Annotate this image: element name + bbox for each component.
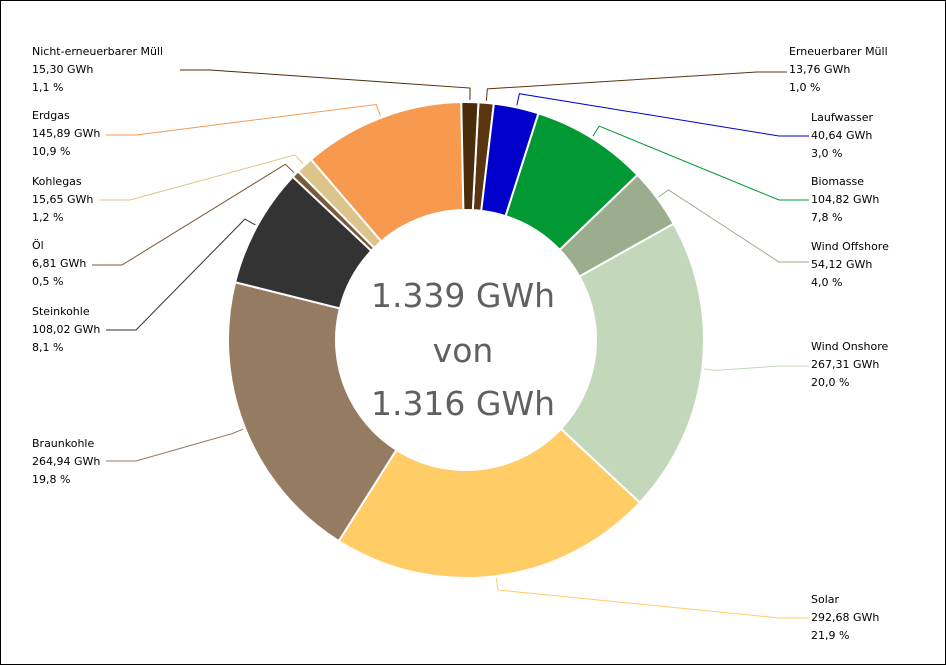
label-percent-wind-offshore: 4,0 % — [811, 276, 842, 289]
label-percent-steinkohle: 8,1 % — [32, 341, 63, 354]
label-percent-solar: 21,9 % — [811, 629, 849, 642]
label-name-braunkohle: Braunkohle — [32, 437, 94, 450]
label-name-laufwasser: Laufwasser — [811, 111, 873, 124]
label-percent-oel: 0,5 % — [32, 275, 63, 288]
slice-nicht-erneuerbarer-muell — [460, 101, 480, 212]
label-percent-laufwasser: 3,0 % — [811, 147, 842, 160]
label-percent-biomasse: 7,8 % — [811, 211, 842, 224]
leader-solar — [495, 578, 809, 619]
slice-labels: Erneuerbarer Müll 13,76 GWh 1,0 % Laufwasse… — [32, 45, 889, 642]
label-percent-braunkohle: 19,8 % — [32, 473, 70, 486]
leader-nicht-erneuerbarer-muell — [180, 69, 471, 101]
center-total: 1.339 GWh — [371, 276, 555, 315]
label-value-erneuerbarer-muell: 13,76 GWh — [789, 63, 850, 76]
leader-kohlegas — [100, 154, 304, 201]
center-von: von — [433, 331, 494, 370]
slice-solar — [337, 427, 642, 579]
label-value-solar: 292,68 GWh — [811, 611, 879, 624]
leader-biomasse — [592, 125, 809, 201]
label-name-erdgas: Erdgas — [32, 109, 70, 122]
label-name-erneuerbarer-muell: Erneuerbarer Müll — [789, 45, 888, 58]
label-value-oel: 6,81 GWh — [32, 257, 86, 270]
label-value-kohlegas: 15,65 GWh — [32, 193, 93, 206]
label-percent-erneuerbarer-muell: 1,0 % — [789, 81, 820, 94]
label-percent-wind-onshore: 20,0 % — [811, 376, 849, 389]
leader-wind-onshore — [704, 365, 809, 371]
label-name-kohlegas: Kohlegas — [32, 175, 82, 188]
label-value-erdgas: 145,89 GWh — [32, 127, 100, 140]
label-value-laufwasser: 40,64 GWh — [811, 129, 872, 142]
label-value-braunkohle: 264,94 GWh — [32, 455, 100, 468]
label-name-nicht-erneuerbarer-muell: Nicht-erneuerbarer Müll — [32, 45, 163, 58]
label-name-biomasse: Biomasse — [811, 175, 864, 188]
label-percent-nicht-erneuerbarer-muell: 1,1 % — [32, 81, 63, 94]
label-name-wind-onshore: Wind Onshore — [811, 340, 888, 353]
leader-laufwasser — [516, 93, 809, 137]
slice-braunkohle — [227, 281, 398, 543]
leader-lines — [92, 69, 809, 619]
label-name-oel: Öl — [32, 239, 44, 252]
label-value-steinkohle: 108,02 GWh — [32, 323, 100, 336]
label-name-solar: Solar — [811, 593, 840, 606]
label-value-wind-offshore: 54,12 GWh — [811, 258, 872, 271]
center-reference: 1.316 GWh — [371, 384, 555, 423]
leader-oel — [92, 163, 295, 266]
leader-steinkohle — [106, 218, 256, 331]
label-name-wind-offshore: Wind Offshore — [811, 240, 889, 253]
label-name-steinkohle: Steinkohle — [32, 305, 90, 318]
label-percent-erdgas: 10,9 % — [32, 145, 70, 158]
leader-erdgas — [106, 104, 381, 136]
label-value-nicht-erneuerbarer-muell: 15,30 GWh — [32, 63, 93, 76]
donut-slices — [227, 101, 705, 579]
leader-wind-offshore — [658, 189, 809, 263]
label-value-biomasse: 104,82 GWh — [811, 193, 879, 206]
leader-erneuerbarer-muell — [485, 71, 787, 101]
slice-wind-onshore — [559, 222, 705, 505]
label-value-wind-onshore: 267,31 GWh — [811, 358, 879, 371]
leader-braunkohle — [106, 428, 244, 462]
label-percent-kohlegas: 1,2 % — [32, 211, 63, 224]
